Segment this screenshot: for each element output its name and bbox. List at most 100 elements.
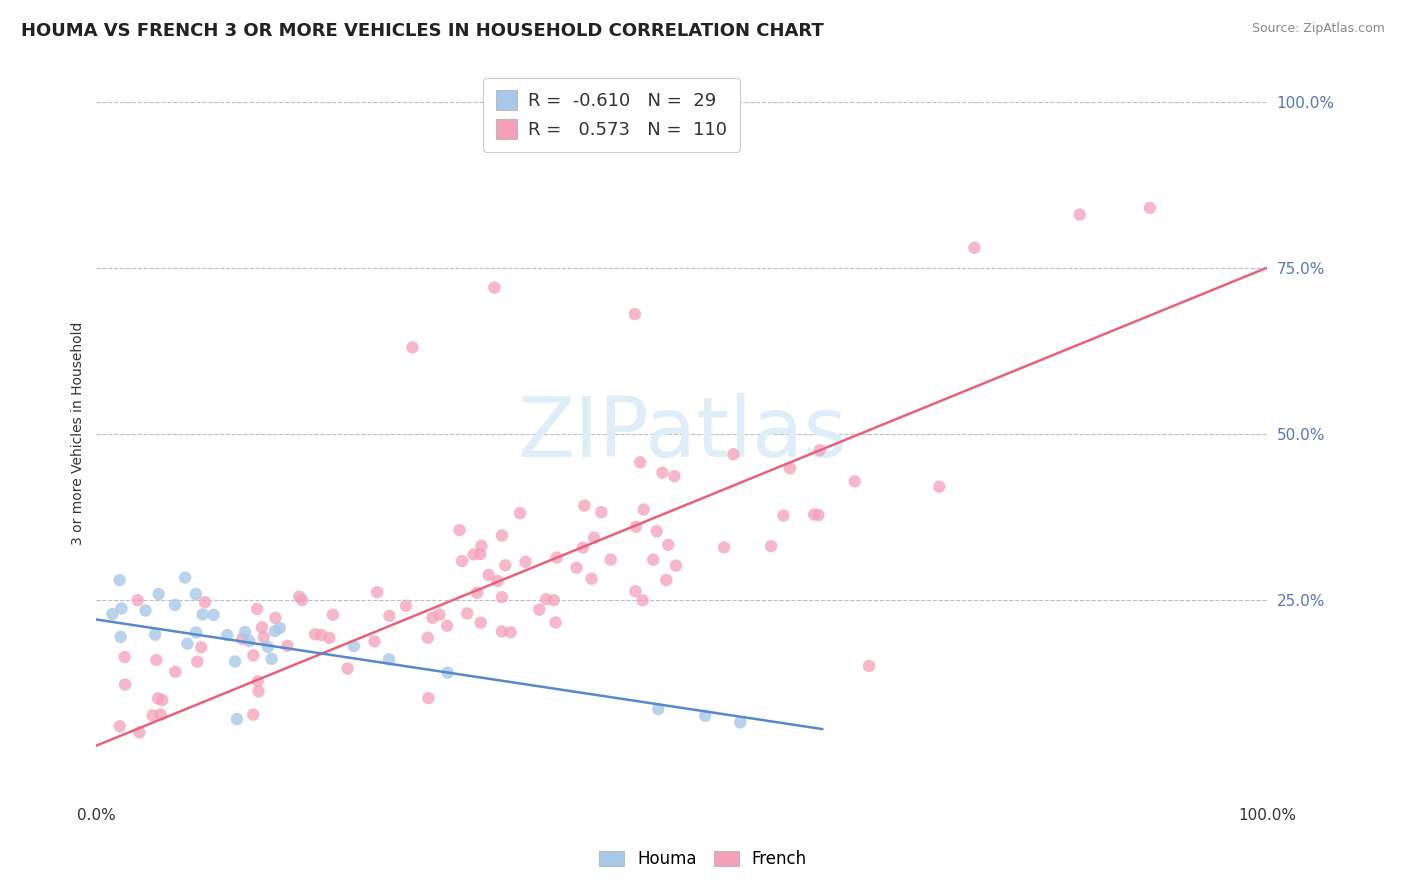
Point bbox=[643, 552, 665, 566]
Point bbox=[304, 627, 326, 641]
Point bbox=[628, 455, 651, 469]
Point bbox=[148, 587, 170, 601]
Point bbox=[1139, 201, 1161, 215]
Point bbox=[463, 547, 485, 561]
Point bbox=[844, 475, 866, 489]
Point bbox=[128, 725, 150, 739]
Point bbox=[401, 340, 423, 354]
Point bbox=[149, 707, 172, 722]
Point bbox=[728, 715, 751, 730]
Point bbox=[624, 520, 647, 534]
Point bbox=[186, 655, 208, 669]
Point bbox=[499, 625, 522, 640]
Point bbox=[194, 595, 217, 609]
Point bbox=[456, 607, 478, 621]
Point bbox=[150, 693, 173, 707]
Point bbox=[534, 592, 557, 607]
Point bbox=[713, 541, 735, 555]
Point bbox=[202, 607, 225, 622]
Point bbox=[429, 607, 451, 622]
Point bbox=[174, 571, 197, 585]
Point bbox=[803, 508, 825, 522]
Point bbox=[190, 640, 212, 655]
Point bbox=[264, 624, 287, 639]
Point bbox=[217, 628, 239, 642]
Point bbox=[572, 541, 595, 555]
Point bbox=[858, 659, 880, 673]
Text: ZIPatlas: ZIPatlas bbox=[517, 393, 846, 475]
Point bbox=[515, 555, 537, 569]
Point bbox=[928, 480, 950, 494]
Point bbox=[224, 655, 246, 669]
Point bbox=[378, 652, 401, 666]
Point bbox=[264, 611, 287, 625]
Point bbox=[246, 674, 269, 689]
Point bbox=[233, 625, 256, 640]
Point bbox=[624, 584, 647, 599]
Point bbox=[665, 558, 688, 573]
Point bbox=[574, 499, 596, 513]
Point bbox=[253, 630, 276, 644]
Point bbox=[543, 593, 565, 607]
Point bbox=[546, 550, 568, 565]
Point bbox=[491, 624, 513, 639]
Point bbox=[651, 466, 673, 480]
Point bbox=[256, 640, 278, 654]
Point bbox=[491, 528, 513, 542]
Point bbox=[145, 653, 167, 667]
Point bbox=[146, 691, 169, 706]
Point bbox=[529, 603, 551, 617]
Point bbox=[247, 684, 270, 698]
Point bbox=[184, 625, 207, 640]
Point bbox=[242, 648, 264, 663]
Point bbox=[624, 307, 647, 321]
Point bbox=[657, 538, 679, 552]
Point bbox=[291, 593, 314, 607]
Legend: R =  -0.610   N =  29, R =   0.573   N =  110: R = -0.610 N = 29, R = 0.573 N = 110 bbox=[484, 78, 740, 152]
Point bbox=[418, 691, 440, 706]
Text: Source: ZipAtlas.com: Source: ZipAtlas.com bbox=[1251, 22, 1385, 36]
Point bbox=[470, 547, 492, 561]
Point bbox=[395, 599, 418, 613]
Point bbox=[366, 585, 388, 599]
Point bbox=[363, 634, 385, 648]
Point bbox=[422, 611, 444, 625]
Legend: Houma, French: Houma, French bbox=[592, 844, 814, 875]
Point bbox=[143, 628, 166, 642]
Point bbox=[231, 632, 253, 646]
Point bbox=[599, 552, 621, 566]
Point bbox=[416, 631, 439, 645]
Point bbox=[108, 719, 131, 733]
Point bbox=[309, 628, 332, 642]
Point bbox=[779, 461, 801, 475]
Point bbox=[436, 665, 458, 680]
Point bbox=[260, 652, 283, 666]
Point bbox=[191, 607, 214, 622]
Point bbox=[486, 574, 509, 588]
Point bbox=[184, 587, 207, 601]
Point bbox=[645, 524, 668, 539]
Point bbox=[631, 593, 654, 607]
Point bbox=[127, 593, 149, 607]
Point bbox=[165, 665, 187, 679]
Point bbox=[135, 604, 157, 618]
Point bbox=[225, 712, 247, 726]
Point bbox=[269, 621, 291, 635]
Point bbox=[449, 523, 471, 537]
Point bbox=[176, 637, 198, 651]
Point bbox=[723, 447, 745, 461]
Point bbox=[509, 506, 531, 520]
Point bbox=[693, 708, 716, 723]
Point bbox=[322, 607, 344, 622]
Point bbox=[470, 539, 492, 553]
Point bbox=[484, 280, 506, 294]
Point bbox=[1069, 208, 1091, 222]
Point bbox=[142, 708, 165, 723]
Point bbox=[565, 561, 588, 575]
Point bbox=[246, 602, 269, 616]
Point bbox=[581, 572, 603, 586]
Point bbox=[647, 702, 669, 716]
Point bbox=[470, 615, 492, 630]
Point bbox=[664, 469, 686, 483]
Point bbox=[336, 661, 359, 675]
